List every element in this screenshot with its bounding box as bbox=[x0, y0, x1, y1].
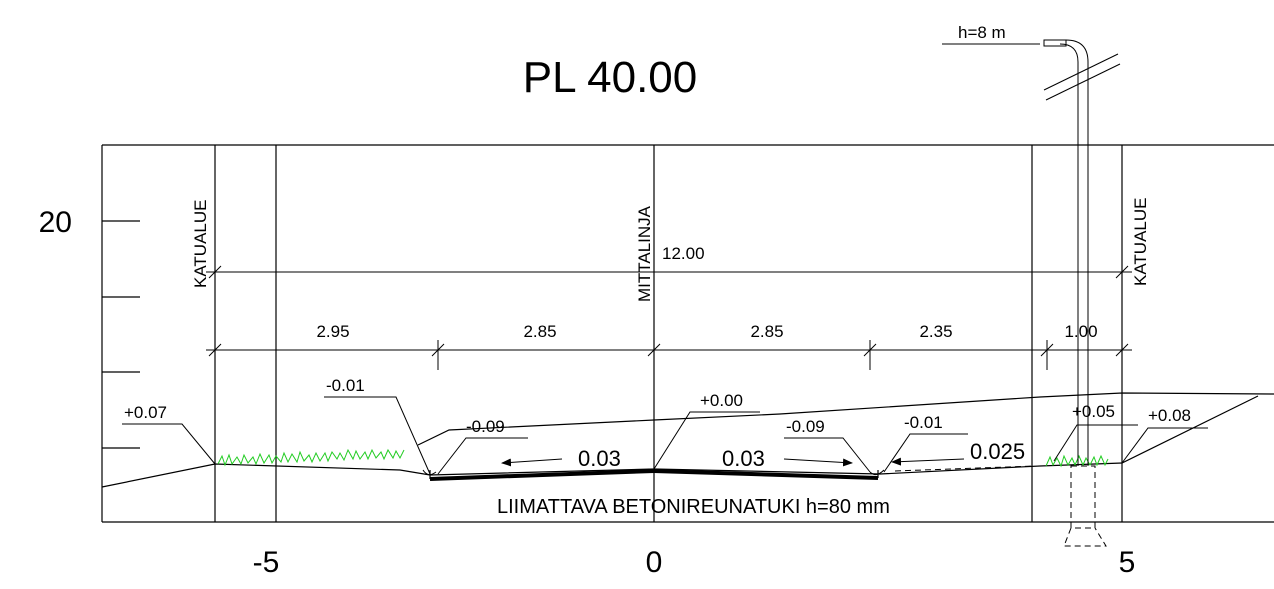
level-label-5: -0.09 bbox=[786, 417, 825, 436]
grass-left bbox=[217, 448, 405, 467]
slope-label-3: 0.025 bbox=[970, 439, 1025, 464]
section-frame bbox=[101, 144, 1274, 523]
segment-label-3: 2.85 bbox=[750, 322, 783, 341]
level-leaders bbox=[122, 396, 1208, 475]
total-dimension-label: 12.00 bbox=[662, 244, 705, 263]
gutter-left bbox=[422, 469, 437, 476]
left-boundary-label: KATUALUE bbox=[191, 200, 210, 289]
vertical-guides bbox=[214, 145, 1123, 522]
grass-right bbox=[1045, 454, 1109, 468]
segment-label-2: 2.85 bbox=[523, 322, 556, 341]
level-label-7: +0.05 bbox=[1072, 402, 1115, 421]
total-dimension bbox=[206, 265, 1132, 279]
level-label-1: +0.07 bbox=[124, 403, 167, 422]
elevation-scale bbox=[102, 220, 140, 449]
x-axis-label-0: 0 bbox=[646, 546, 663, 579]
slope-arrow-center bbox=[783, 458, 853, 467]
right-boundary-label: KATUALUE bbox=[1131, 198, 1150, 287]
paving-strip bbox=[894, 465, 1036, 472]
slope-arrow-left bbox=[501, 458, 563, 467]
x-axis-label-5: 5 bbox=[1119, 546, 1136, 579]
level-label-8: +0.08 bbox=[1148, 406, 1191, 425]
elevation-label: 20 bbox=[39, 206, 72, 239]
segment-label-1: 2.95 bbox=[316, 322, 349, 341]
section-title: PL 40.00 bbox=[523, 53, 698, 102]
slope-arrow-right bbox=[891, 457, 965, 466]
lamp-height-label: h=8 m bbox=[958, 23, 1006, 42]
existing-ground-line bbox=[417, 392, 1274, 446]
segment-label-4: 2.35 bbox=[919, 322, 952, 341]
x-axis-label-minus-5: -5 bbox=[253, 546, 280, 579]
level-label-3: -0.09 bbox=[466, 417, 505, 436]
gutter-right bbox=[869, 469, 885, 476]
level-label-2: -0.01 bbox=[326, 376, 365, 395]
level-label-4: +0.00 bbox=[700, 391, 743, 410]
level-label-6: -0.01 bbox=[904, 413, 943, 432]
paved-section-right bbox=[653, 469, 879, 480]
curb-note: LIIMATTAVA BETONIREUNATUKI h=80 mm bbox=[497, 496, 890, 518]
street-lamp bbox=[1043, 39, 1121, 547]
slope-label-2: 0.03 bbox=[722, 446, 765, 471]
centerline-label: MITTALINJA bbox=[635, 205, 654, 302]
segment-dimensions bbox=[206, 340, 1132, 370]
paved-section-left bbox=[429, 469, 655, 481]
segment-label-5: 1.00 bbox=[1064, 322, 1097, 341]
slope-label-1: 0.03 bbox=[578, 446, 621, 471]
